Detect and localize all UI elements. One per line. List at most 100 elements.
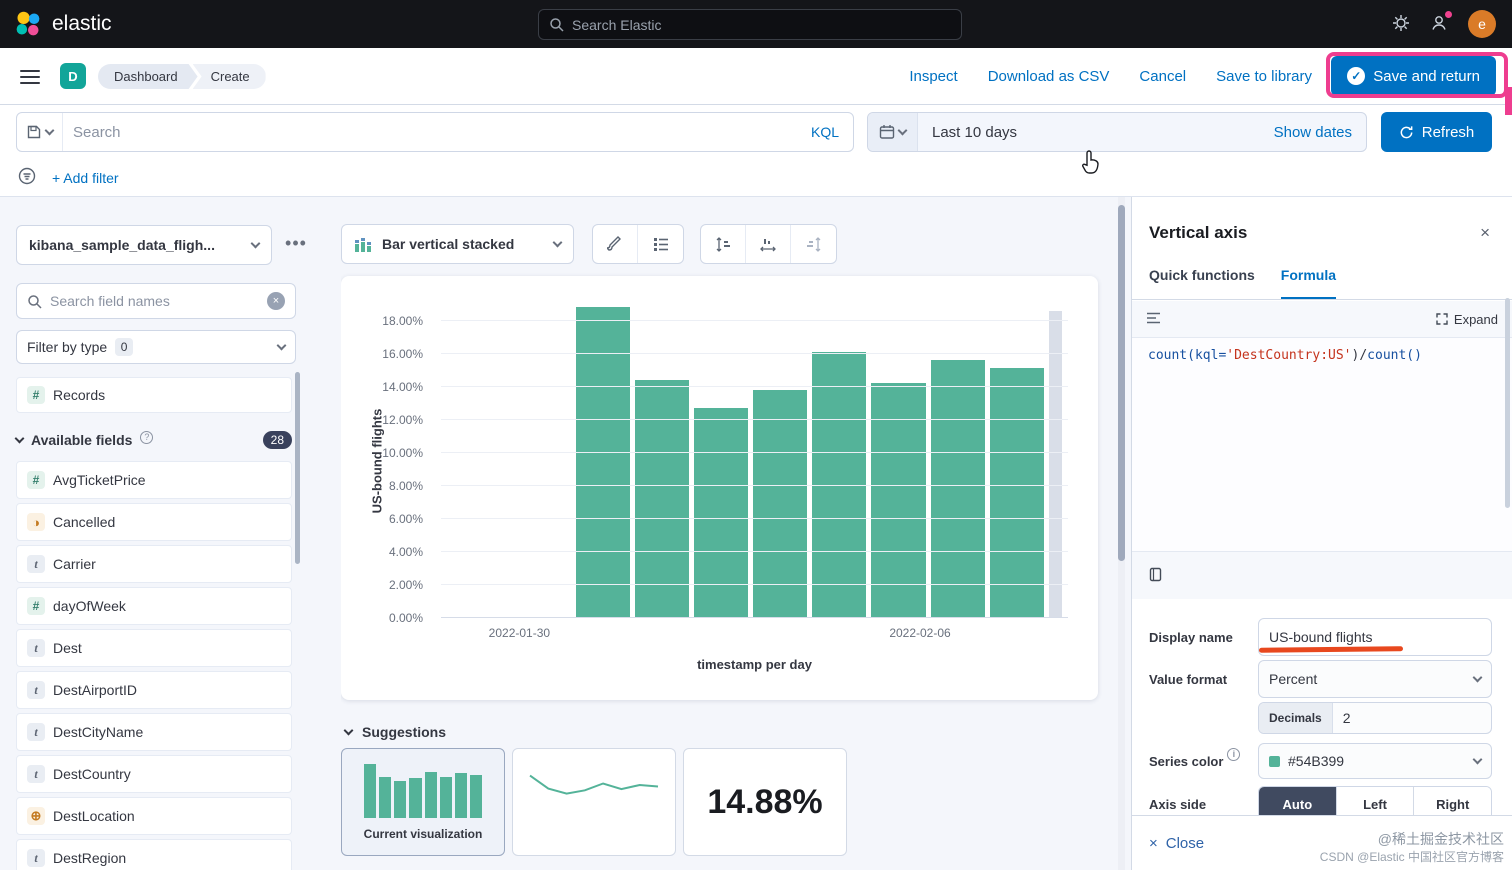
filter-sets-icon[interactable] (18, 167, 36, 188)
records-field-item[interactable]: # Records (16, 377, 292, 413)
main-scrollbar-thumb[interactable] (1118, 205, 1125, 561)
right-axis-icon (806, 236, 820, 252)
save-and-return-button[interactable]: ✓ Save and return (1331, 56, 1496, 96)
value-format-select[interactable]: Percent (1258, 660, 1492, 698)
field-item-avgticketprice[interactable]: # AvgTicketPrice (16, 461, 292, 499)
chart-bar[interactable] (989, 368, 1044, 618)
suggestion-metric[interactable]: 14.88% (683, 748, 847, 856)
left-axis-settings-button[interactable] (701, 225, 746, 263)
decimals-input[interactable]: Decimals 2 (1258, 702, 1492, 734)
format-formula-icon[interactable] (1146, 311, 1161, 327)
sidebar-scrollbar-thumb[interactable] (295, 372, 300, 564)
nav-action-inspect[interactable]: Inspect (909, 68, 958, 85)
field-name: DestRegion (53, 850, 127, 866)
field-item-carrier[interactable]: t Carrier (16, 545, 292, 583)
available-fields-help-icon[interactable]: ? (140, 430, 154, 444)
right-axis-settings-button[interactable] (791, 225, 836, 263)
string-field-icon: t (27, 639, 45, 657)
tab-quick-functions[interactable]: Quick functions (1149, 267, 1255, 283)
expand-formula-button[interactable]: Expand (1436, 312, 1498, 327)
suggestion-line-chart[interactable] (512, 748, 676, 856)
saved-query-menu-button[interactable] (17, 113, 63, 151)
gear-icon[interactable] (1392, 14, 1410, 35)
show-dates-button[interactable]: Show dates (1273, 123, 1352, 141)
x-tick-label: 2022-02-06 (889, 626, 951, 640)
chart-bar[interactable] (871, 383, 926, 618)
formula-token: 'DestCountry:US' (1226, 348, 1352, 363)
chart-type-selector[interactable]: Bar vertical stacked (341, 224, 574, 264)
breadcrumb-create[interactable]: Create (192, 64, 266, 89)
display-name-value: US-bound flights (1269, 629, 1373, 645)
value-format-label: Value format (1149, 671, 1228, 687)
refresh-button[interactable]: Refresh (1381, 112, 1492, 152)
close-panel-icon[interactable]: × (1480, 223, 1490, 242)
gridline (441, 484, 1068, 486)
date-range-value[interactable]: Last 10 days (932, 123, 1018, 141)
field-item-destcityname[interactable]: t DestCityName (16, 713, 292, 751)
legend-settings-button[interactable] (638, 225, 683, 263)
number-field-icon: # (27, 597, 45, 615)
y-tick-label: 0.00% (388, 611, 423, 625)
formula-reference-icon[interactable] (1148, 567, 1163, 585)
data-view-selector[interactable]: kibana_sample_data_fligh... (16, 225, 272, 265)
chart-bar[interactable] (694, 408, 749, 618)
series-color-info-icon[interactable]: i (1227, 747, 1241, 761)
number-field-icon: # (27, 471, 45, 489)
add-filter-button[interactable]: + Add filter (52, 169, 119, 186)
close-label: Close (1165, 834, 1205, 852)
space-badge[interactable]: D (60, 63, 86, 89)
chevron-down-icon (14, 433, 25, 443)
field-item-cancelled[interactable]: ◑ Cancelled (16, 503, 292, 541)
calendar-menu-button[interactable] (868, 113, 918, 151)
elastic-logo[interactable]: elastic (14, 10, 112, 38)
nav-action-save-to-library[interactable]: Save to library (1216, 68, 1312, 85)
breadcrumb-dashboard[interactable]: Dashboard (98, 64, 198, 89)
nav-action-cancel[interactable]: Cancel (1139, 68, 1187, 85)
series-color-picker[interactable]: #54B399 (1258, 743, 1492, 779)
bottom-axis-settings-button[interactable] (746, 225, 791, 263)
data-view-options-icon[interactable]: ••• (285, 232, 307, 253)
suggestion-current-visualization[interactable]: Current visualization (341, 748, 505, 856)
chart-plot-area (441, 304, 1068, 618)
panel-scrollbar-thumb[interactable] (1505, 298, 1510, 508)
field-item-destregion[interactable]: t DestRegion (16, 839, 292, 870)
mini-bar (439, 777, 452, 818)
field-item-dest[interactable]: t Dest (16, 629, 292, 667)
visual-options-button[interactable] (593, 225, 638, 263)
chart-bar[interactable] (575, 307, 630, 618)
field-name: DestCityName (53, 724, 144, 740)
string-field-icon: t (27, 765, 45, 783)
chevron-down-icon (343, 725, 354, 735)
field-sidebar: kibana_sample_data_fligh... ••• Search f… (0, 197, 325, 870)
chart-bar[interactable] (634, 380, 690, 618)
tab-formula[interactable]: Formula (1281, 267, 1336, 299)
available-fields-header[interactable]: Available fields ? 28 (14, 425, 292, 455)
mini-bar (469, 774, 482, 818)
mini-bar (364, 764, 377, 818)
field-item-dayofweek[interactable]: # dayOfWeek (16, 587, 292, 625)
global-search-input[interactable]: Search Elastic (538, 9, 962, 40)
chart-bar[interactable] (930, 360, 985, 618)
close-panel-button[interactable]: × Close (1149, 835, 1204, 852)
formula-editor[interactable]: count(kql='DestCountry:US')/count() (1132, 338, 1512, 551)
suggestions-header[interactable]: Suggestions (343, 724, 446, 740)
field-item-destlocation[interactable]: ⊕ DestLocation (16, 797, 292, 835)
field-list: # AvgTicketPrice ◑ Cancelled t Carrier # dayOfW… (16, 461, 292, 870)
kql-language-button[interactable]: KQL (810, 124, 839, 140)
field-name: Carrier (53, 556, 96, 572)
expand-icon (1436, 313, 1448, 325)
filter-by-type-dropdown[interactable]: Filter by type 0 (16, 330, 296, 364)
field-search-input[interactable]: Search field names × (16, 283, 296, 319)
chevron-down-icon (250, 238, 261, 249)
alerts-user-icon[interactable] (1430, 10, 1452, 35)
kql-search-input[interactable]: Search KQL (16, 112, 854, 152)
save-and-return-label: Save and return (1373, 67, 1480, 85)
chart-bar[interactable] (753, 389, 808, 618)
nav-action-download-as-csv[interactable]: Download as CSV (987, 68, 1110, 85)
field-item-destcountry[interactable]: t DestCountry (16, 755, 292, 793)
field-item-destairportid[interactable]: t DestAirportID (16, 671, 292, 709)
menu-hamburger-icon[interactable] (20, 70, 40, 84)
panel-title: Vertical axis (1149, 223, 1248, 242)
clear-search-icon[interactable]: × (267, 292, 285, 310)
user-avatar[interactable]: e (1468, 10, 1496, 38)
